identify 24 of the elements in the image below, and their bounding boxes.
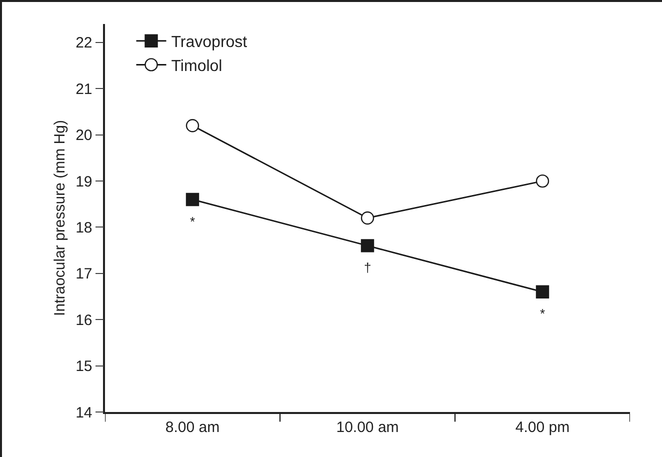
y-tick-label: 16 — [76, 312, 92, 329]
point — [360, 239, 374, 252]
point — [186, 192, 200, 206]
annotation: * — [540, 306, 546, 321]
y-tick-label: 18 — [76, 219, 92, 236]
point — [536, 174, 550, 188]
y-tick-label: 22 — [76, 34, 92, 52]
annotation: * — [190, 214, 196, 229]
y-tick-label: 15 — [76, 358, 92, 376]
legend-label: Timolol — [171, 58, 222, 75]
x-tick-label: 4.00 pm — [515, 418, 570, 436]
point — [536, 285, 550, 298]
y-tick-label: 21 — [76, 80, 92, 98]
point — [186, 119, 200, 132]
y-axis-title: Intraocular pressure (mm Hg) — [52, 120, 68, 316]
y-tick-label: 14 — [76, 404, 92, 422]
x-tick-label: 10.00 am — [336, 418, 399, 436]
legend-label: Travoprost — [171, 34, 248, 52]
point — [360, 211, 374, 225]
y-tick-label: 20 — [76, 127, 92, 144]
annotation: † — [364, 260, 372, 275]
y-tick-label: 19 — [76, 173, 92, 190]
x-tick-label: 8.00 am — [165, 418, 220, 436]
y-tick-label: 17 — [76, 266, 92, 283]
